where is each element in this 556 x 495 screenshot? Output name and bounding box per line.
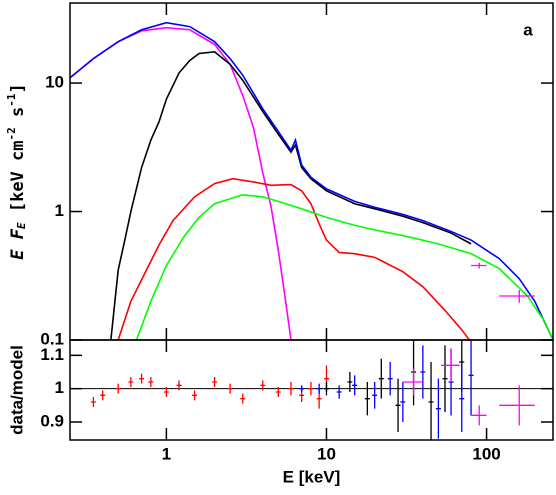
data-point [192,390,198,401]
data-point [148,377,154,387]
y-axis-label-part: [keV cm [8,141,28,223]
y-tick-label: 0.9 [40,411,64,430]
plot-area [70,340,553,440]
y-axis-label: data/model [7,345,26,435]
data-point [378,358,384,399]
data-point [336,385,342,399]
data-point [139,373,145,384]
x-tick-label: 100 [472,444,500,463]
data-point [402,368,423,396]
y-tick-label: 1.1 [40,345,64,364]
data-point [499,385,535,426]
data-point [471,405,487,426]
data-point [275,387,281,397]
y-tick-label: 1 [55,378,64,397]
data-point [420,345,426,399]
data-point [471,262,487,269]
x-axis-label: E [keV] [283,467,341,486]
data-point [163,387,169,397]
model-curve [117,177,470,340]
data-point [316,383,322,394]
model-curve [70,26,292,340]
x-tick-label: 10 [317,444,336,463]
data-point [395,378,401,432]
data-point [435,378,441,439]
y-tick-label: 0.1 [40,329,64,348]
data-point [459,365,465,432]
data-point [387,362,393,396]
frame [69,2,554,341]
y-axis-label-part: -2 [5,127,18,140]
y-tick-label: 10 [45,73,64,92]
y-axis-label-part: s [8,107,28,127]
data-point [441,348,460,382]
model-curve [70,21,553,340]
data-point [442,345,448,412]
data-point [347,372,353,392]
data-point [323,382,329,396]
data-point [115,383,121,394]
data-point [100,390,106,401]
data-point [308,382,314,396]
y-axis-label-part: ] [8,83,28,93]
panel-label: a [523,20,533,39]
data-point [372,382,378,409]
y-axis-label: E FE [keV cm-2 s-1] [5,83,28,259]
x-tick-label: 1 [162,444,171,463]
model-curve [135,193,553,340]
data-point [212,377,218,387]
data-point [428,362,434,440]
data-point [128,377,134,387]
y-axis-label-part: -1 [5,93,18,107]
data-point [364,382,370,416]
data-point [260,380,266,391]
data-point [240,393,246,404]
data-point [400,382,406,422]
frame [69,339,554,441]
data-point [499,290,535,303]
model-curve [110,51,472,340]
data-point [176,380,182,391]
data-point [352,375,358,396]
y-axis-label-part: E F [8,228,28,259]
data-point [468,340,474,416]
data-point [90,397,96,407]
y-axis-label-part: E [15,222,28,229]
data-point [299,385,305,392]
y-tick-label: 1 [55,201,64,220]
plot-area [70,21,553,340]
data-point [288,382,294,396]
data-point [227,383,233,394]
